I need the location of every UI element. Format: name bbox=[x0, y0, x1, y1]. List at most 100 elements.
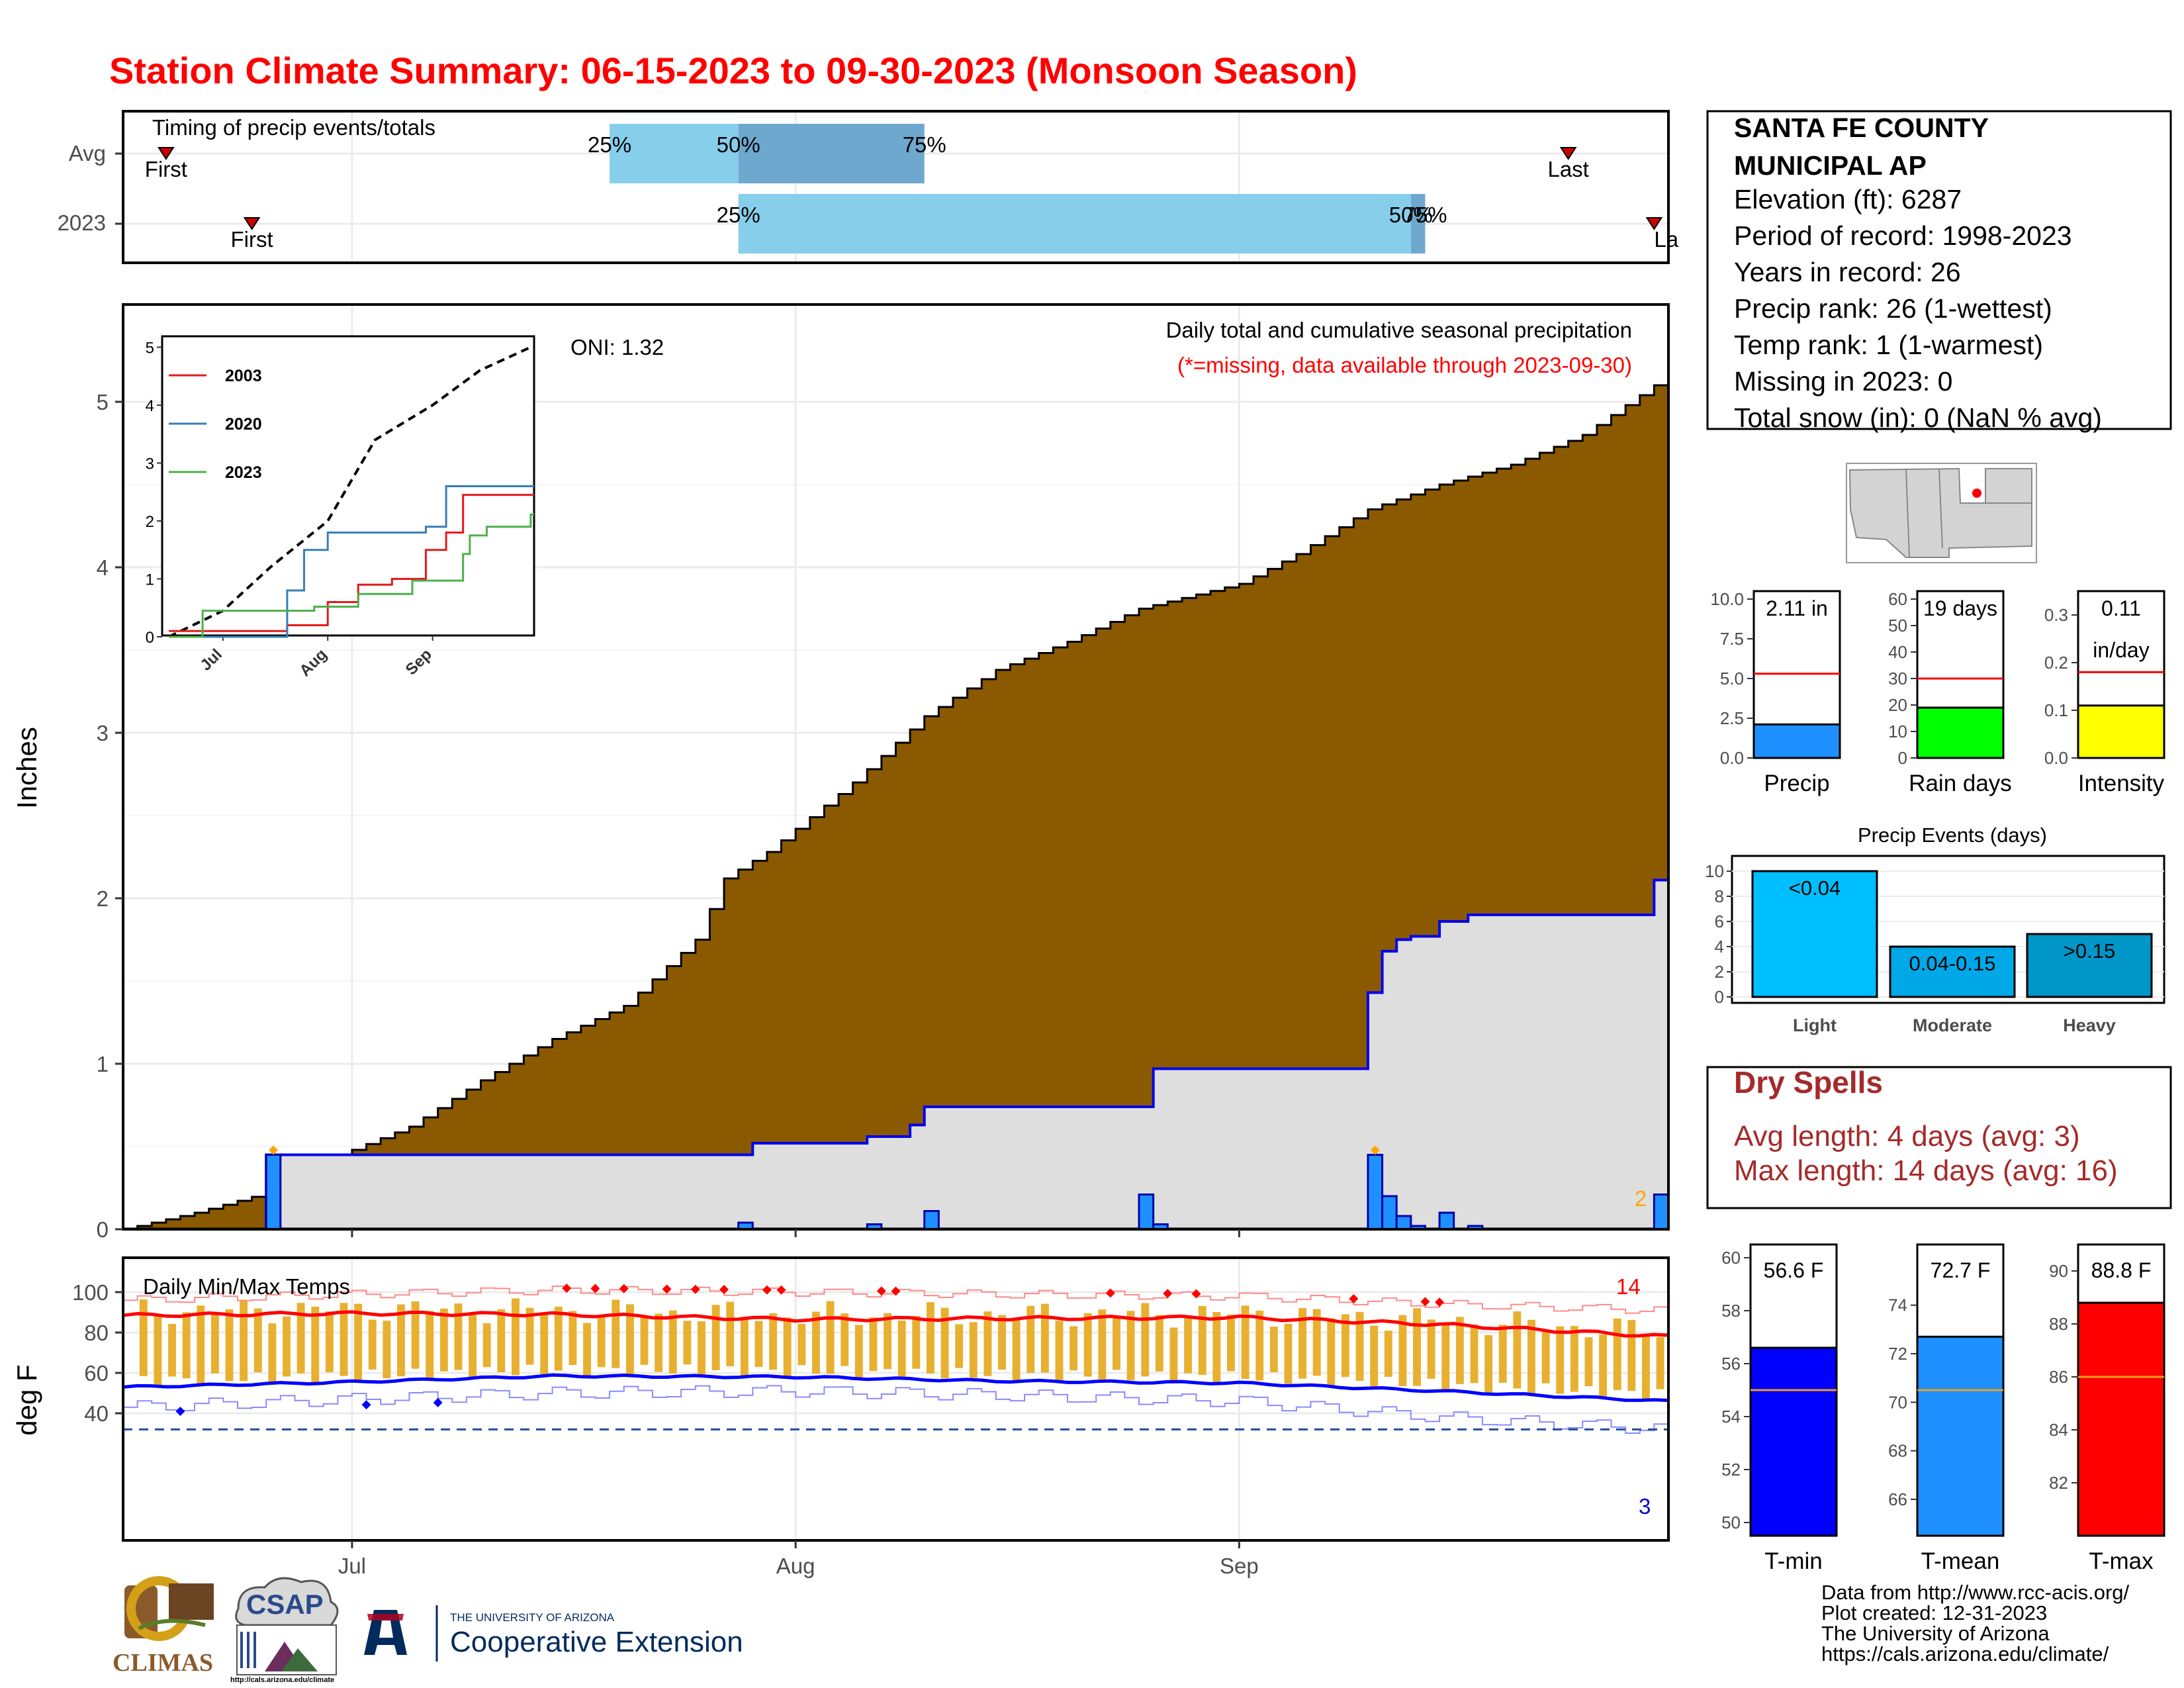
x-tick-label: Aug bbox=[776, 1554, 815, 1578]
record-high-marker bbox=[590, 1284, 600, 1293]
daily-temp-range-bar bbox=[154, 1314, 162, 1387]
daily-temp-range-bar bbox=[182, 1312, 191, 1379]
daily-temp-range-bar bbox=[139, 1299, 148, 1376]
temp-bar-name-0: T-min bbox=[1764, 1548, 1823, 1574]
daily-temp-range-bar bbox=[197, 1305, 205, 1385]
events-y-tick-label: 0 bbox=[1715, 987, 1724, 1007]
daily-temp-range-bar bbox=[897, 1320, 906, 1380]
daily-temp-range-bar bbox=[1212, 1311, 1221, 1383]
daily-temp-range-bar bbox=[1126, 1311, 1135, 1381]
daily-temp-range-bar bbox=[1026, 1305, 1035, 1373]
oni-label: ONI: 1.32 bbox=[570, 335, 664, 359]
daily-temp-range-bar bbox=[1355, 1311, 1364, 1381]
avg-cumulative-area bbox=[123, 384, 1670, 1231]
temp-bar-y-tick-label: 52 bbox=[1721, 1460, 1741, 1479]
footer-url: https://cals.arizona.edu/climate/ bbox=[1821, 1642, 2109, 1665]
temp-bar-value-1 bbox=[1916, 1335, 2005, 1537]
dry-spells-max: Max length: 14 days (avg: 16) bbox=[1734, 1154, 2118, 1187]
climas-logo-text: CLIMAS bbox=[113, 1649, 214, 1677]
temp-bar-y-tick-label: 50 bbox=[1721, 1513, 1741, 1532]
daily-temp-range-bar bbox=[1098, 1309, 1107, 1380]
temp-bar-y-tick-label: 56 bbox=[1721, 1354, 1741, 1374]
mini-y-tick-label: 0.2 bbox=[2044, 653, 2068, 673]
daily-temp-range-bar bbox=[225, 1309, 234, 1382]
daily-temp-range-bar bbox=[1083, 1313, 1092, 1377]
daily-precip-bar bbox=[1653, 1194, 1670, 1231]
daily-temp-range-bar bbox=[368, 1319, 377, 1370]
csap-logo bbox=[235, 1577, 339, 1675]
timing-q75-label: 75% bbox=[1403, 203, 1447, 227]
daily-temp-range-bar bbox=[797, 1324, 806, 1366]
daily-temp-range-bar bbox=[1613, 1318, 1621, 1390]
mini-y-tick-label: 10 bbox=[1888, 722, 1907, 741]
daily-temp-range-bar bbox=[1455, 1317, 1464, 1384]
daily-temp-range-bar bbox=[1656, 1336, 1664, 1389]
daily-temp-range-bar bbox=[1570, 1326, 1578, 1392]
dry-spells-title: Dry Spells bbox=[1734, 1065, 1883, 1100]
daily-temp-range-bar bbox=[554, 1306, 563, 1371]
timing-q25-label: 25% bbox=[717, 203, 760, 227]
daily-temp-range-bar bbox=[1584, 1337, 1593, 1387]
daily-temp-range-bar bbox=[540, 1313, 549, 1375]
mini-y-tick-label: 40 bbox=[1888, 642, 1907, 662]
events-y-tick-label: 2 bbox=[1715, 962, 1724, 982]
daily-temp-range-bar bbox=[683, 1321, 692, 1365]
daily-temp-range-bar bbox=[1040, 1303, 1049, 1373]
daily-temp-range-bar bbox=[253, 1308, 262, 1373]
daily-temp-range-bar bbox=[411, 1301, 420, 1369]
daily-temp-range-bar bbox=[1169, 1327, 1178, 1383]
y-tick-label: 40 bbox=[84, 1401, 109, 1426]
daily-temp-range-bar bbox=[1642, 1336, 1650, 1400]
figure-title: Station Climate Summary: 06-15-2023 to 0… bbox=[109, 50, 1357, 91]
y-tick-label: 5 bbox=[97, 390, 109, 414]
daily-temp-range-bar bbox=[912, 1315, 921, 1369]
daily-temp-range-bar bbox=[296, 1303, 305, 1374]
record-low-marker bbox=[433, 1397, 443, 1407]
daily-temp-range-bar bbox=[240, 1299, 248, 1382]
first-event-label: First bbox=[145, 157, 187, 181]
record-high-marker bbox=[891, 1286, 901, 1296]
y-tick-label: 3 bbox=[97, 721, 109, 745]
daily-temp-range-bar bbox=[1513, 1311, 1522, 1389]
record-high-marker bbox=[1191, 1289, 1201, 1299]
daily-temp-range-bar bbox=[1599, 1335, 1608, 1398]
daily-temp-range-bar bbox=[1269, 1327, 1278, 1372]
temp-bar-y-tick-label: 70 bbox=[1888, 1392, 1907, 1412]
mini-y-tick-label: 60 bbox=[1888, 589, 1907, 609]
daily-temp-range-bar bbox=[1241, 1305, 1250, 1380]
daily-temp-range-bar bbox=[812, 1311, 820, 1374]
mini-y-tick-label: 20 bbox=[1888, 695, 1907, 715]
daily-temp-range-bar bbox=[1255, 1310, 1264, 1381]
daily-temp-range-bar bbox=[525, 1307, 534, 1365]
inset-line-2023 bbox=[169, 513, 534, 638]
dry-spells-box bbox=[1706, 1066, 2172, 1209]
daily-temp-range-bar bbox=[1284, 1323, 1293, 1384]
timing-q25-q50-bar bbox=[610, 124, 739, 183]
record-high-marker bbox=[662, 1284, 672, 1294]
events-y-tick-label: 4 bbox=[1715, 937, 1724, 957]
daily-temp-range-bar bbox=[1198, 1305, 1206, 1375]
last-event-marker bbox=[1559, 147, 1577, 160]
daily-temp-range-bar bbox=[397, 1304, 405, 1377]
events-bar-label-0: <0.04 bbox=[1789, 876, 1841, 900]
inset-y-tick-label: 2 bbox=[146, 513, 154, 531]
ua-small-text: THE UNIVERSITY OF ARIZONA bbox=[450, 1611, 615, 1624]
mini-bar-name-2: Intensity bbox=[2078, 771, 2165, 796]
station-years: Years in record: 26 bbox=[1734, 257, 1961, 287]
daily-temp-range-bar bbox=[454, 1303, 463, 1370]
mini-y-tick-label: 0.0 bbox=[1720, 748, 1744, 768]
temp-bar-y-tick-label: 88 bbox=[2049, 1314, 2068, 1334]
daily-temp-range-bar bbox=[1384, 1331, 1392, 1377]
inset-legend-label: 2023 bbox=[225, 463, 262, 482]
mini-y-tick-label: 0.1 bbox=[2044, 700, 2068, 720]
temp-bar-y-tick-label: 60 bbox=[1721, 1248, 1741, 1268]
events-bar-0 bbox=[1751, 870, 1878, 998]
daily-temp-range-bar bbox=[1298, 1308, 1307, 1379]
record-high-marker bbox=[1435, 1297, 1445, 1307]
record-high-marker bbox=[876, 1286, 886, 1296]
footer-org: The University of Arizona bbox=[1821, 1622, 2050, 1645]
first-event-marker bbox=[158, 147, 175, 160]
